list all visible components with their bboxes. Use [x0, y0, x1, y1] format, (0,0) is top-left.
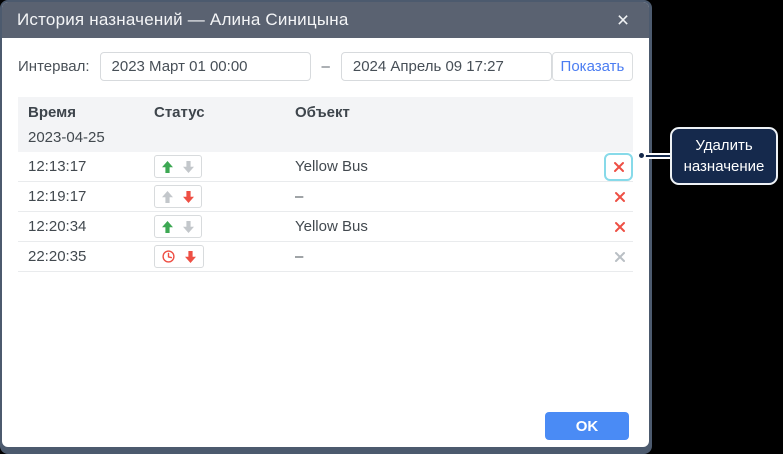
- col-header-time: Время: [28, 104, 76, 121]
- object-cell: Yellow Bus: [295, 218, 368, 235]
- object-cell: –: [295, 248, 304, 265]
- callout-connector-dot: [637, 151, 646, 160]
- status-badge: [154, 245, 204, 268]
- time-cell: 12:19:17: [28, 188, 87, 205]
- delete-assignment-tooltip: Удалить назначение: [670, 127, 778, 185]
- arrow-up-icon: [162, 220, 173, 233]
- interval-to-input[interactable]: [340, 52, 552, 81]
- arrow-down-icon: [185, 250, 196, 263]
- table-row: 22:20:35 –: [18, 242, 633, 272]
- delete-assignment-icon[interactable]: [607, 184, 633, 210]
- show-button[interactable]: Показать: [551, 52, 633, 81]
- close-icon[interactable]: ×: [616, 8, 630, 32]
- assignment-history-dialog: История назначений — Алина Синицына × Ин…: [0, 0, 652, 454]
- delete-button-highlight: [604, 152, 633, 181]
- arrow-down-icon: [183, 160, 194, 173]
- interval-label: Интервал:: [18, 58, 90, 75]
- table-row: 12:20:34 Yellow Bus: [18, 212, 633, 242]
- interval-bar: Интервал: – Показать: [2, 38, 649, 85]
- delete-assignment-icon[interactable]: [606, 154, 631, 180]
- dialog-header: История назначений — Алина Синицына ×: [2, 2, 649, 38]
- interval-from-input[interactable]: [99, 52, 311, 81]
- col-header-object: Объект: [295, 104, 350, 121]
- interval-dash: –: [321, 58, 330, 75]
- dialog-window: История назначений — Алина Синицына × Ин…: [2, 2, 649, 447]
- dialog-title: История назначений — Алина Синицына: [17, 10, 349, 29]
- ok-button[interactable]: OK: [545, 412, 629, 440]
- arrow-down-icon: [183, 190, 194, 203]
- dialog-footer: OK: [2, 412, 649, 447]
- time-cell: 12:13:17: [28, 158, 87, 175]
- delete-assignment-icon[interactable]: [607, 214, 633, 240]
- time-cell: 22:20:35: [28, 248, 87, 265]
- col-header-status: Статус: [154, 104, 205, 121]
- table-row: 12:19:17 –: [18, 182, 633, 212]
- time-cell: 12:20:34: [28, 218, 87, 235]
- clock-icon: [162, 250, 175, 263]
- callout-connector-line: [644, 153, 672, 159]
- history-table: Время Статус Объект 2023-04-25 12:13:17: [18, 97, 633, 272]
- delete-assignment-icon-disabled[interactable]: [607, 244, 633, 270]
- arrow-up-icon: [162, 190, 173, 203]
- object-cell: –: [295, 188, 304, 205]
- status-badge: [154, 155, 202, 178]
- status-badge: [154, 185, 202, 208]
- arrow-down-icon: [183, 220, 194, 233]
- date-group-label: 2023-04-25: [28, 129, 105, 146]
- table-head: Время Статус Объект 2023-04-25: [18, 97, 633, 152]
- object-cell: Yellow Bus: [295, 158, 368, 175]
- table-row: 12:13:17 Yellow Bus: [18, 152, 633, 182]
- arrow-up-icon: [162, 160, 173, 173]
- status-badge: [154, 215, 202, 238]
